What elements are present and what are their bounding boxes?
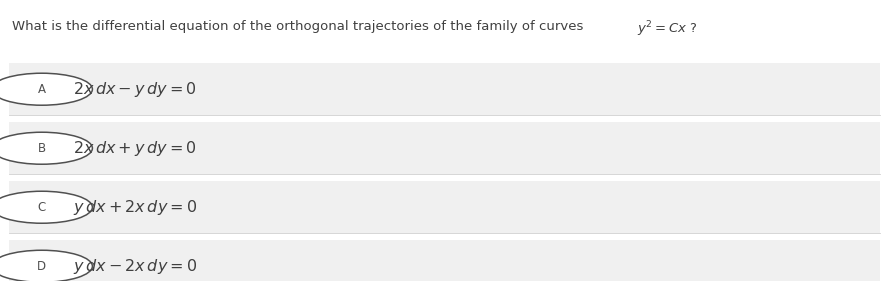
Text: $y\,dx + 2x\,dy = 0$: $y\,dx + 2x\,dy = 0$ — [73, 198, 197, 217]
FancyBboxPatch shape — [9, 122, 880, 174]
Text: $2x\,dx - y\,dy = 0$: $2x\,dx - y\,dy = 0$ — [73, 80, 196, 99]
Text: C: C — [37, 201, 46, 214]
Circle shape — [0, 132, 92, 164]
Circle shape — [0, 73, 92, 105]
FancyBboxPatch shape — [9, 181, 880, 233]
Circle shape — [0, 250, 92, 281]
Circle shape — [0, 191, 92, 223]
Text: What is the differential equation of the orthogonal trajectories of the family o: What is the differential equation of the… — [12, 20, 587, 33]
FancyBboxPatch shape — [9, 63, 880, 115]
Text: $2x\,dx + y\,dy = 0$: $2x\,dx + y\,dy = 0$ — [73, 139, 196, 158]
Text: D: D — [37, 260, 46, 273]
Text: $y^2 = Cx$ ?: $y^2 = Cx$ ? — [637, 20, 698, 39]
FancyBboxPatch shape — [9, 240, 880, 281]
Text: $y\,dx - 2x\,dy = 0$: $y\,dx - 2x\,dy = 0$ — [73, 257, 197, 276]
Text: A: A — [38, 83, 45, 96]
Text: B: B — [37, 142, 46, 155]
